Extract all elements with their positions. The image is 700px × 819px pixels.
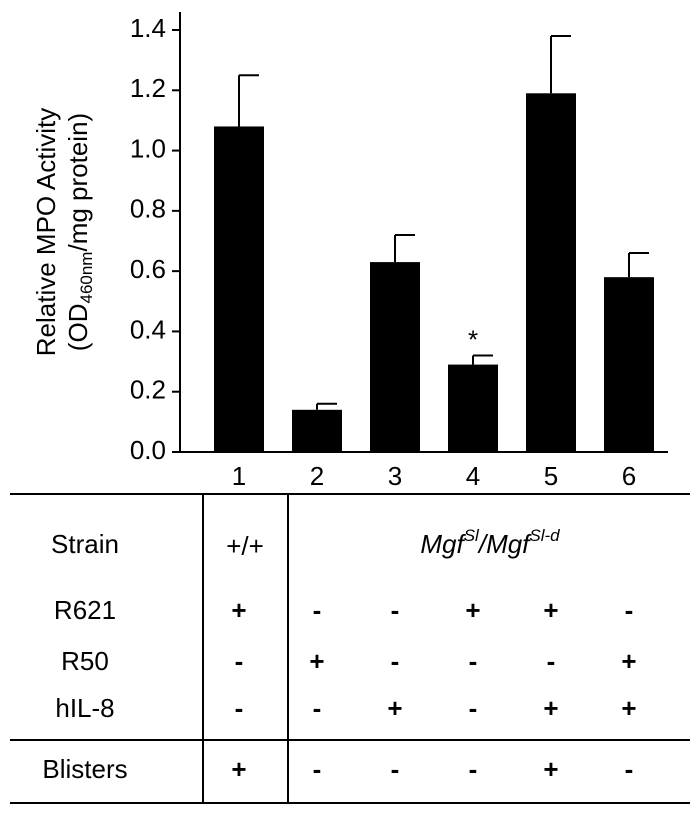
treatment-cell: - (391, 595, 400, 625)
treatment-cell: + (543, 754, 558, 784)
x-tick-label: 4 (466, 461, 480, 491)
y-label-line1: Relative MPO Activity (31, 108, 61, 357)
treatment-cell: + (465, 595, 480, 625)
treatment-cell: - (235, 693, 244, 723)
y-label-sub: 460nm (77, 252, 96, 304)
x-tick-label: 6 (622, 461, 636, 491)
treatment-cell: - (391, 646, 400, 676)
row-label: R621 (54, 595, 116, 625)
treatment-cell: - (313, 754, 322, 784)
y-tick-label: 0.2 (130, 375, 166, 405)
bar (448, 364, 498, 452)
annotation: * (468, 324, 478, 354)
gene: Mgf (420, 529, 466, 559)
treatment-cell: + (543, 595, 558, 625)
wild-type: +/+ (226, 531, 264, 561)
y-tick-label: 0.8 (130, 194, 166, 224)
treatment-cell: - (313, 693, 322, 723)
bar (526, 93, 576, 453)
allele: Sl-d (529, 526, 560, 545)
gene: Mgf (486, 529, 532, 559)
bar (370, 262, 420, 452)
y-tick-label: 1.0 (130, 133, 166, 163)
treatment-cell: - (625, 595, 634, 625)
treatment-cell: + (543, 693, 558, 723)
x-tick-label: 5 (544, 461, 558, 491)
separator: / (477, 529, 489, 559)
bar (214, 126, 264, 452)
treatment-cell: - (625, 754, 634, 784)
treatment-cell: + (231, 595, 246, 625)
mutant-strain: MgfSl/MgfSl-d (420, 526, 560, 558)
y-label-line2: (OD460nm/mg protein) (63, 113, 97, 351)
y-tick-label: 0.0 (130, 435, 166, 465)
treatment-cell: - (391, 754, 400, 784)
treatment-cell: - (469, 754, 478, 784)
treatment-cell: - (469, 693, 478, 723)
y-axis-label: Relative MPO Activity (OD460nm/mg protei… (31, 108, 97, 357)
row-label: hIL-8 (55, 693, 114, 723)
treatment-cell: - (235, 646, 244, 676)
y-tick-label: 1.4 (130, 13, 166, 43)
treatment-cell: + (621, 646, 636, 676)
y-tick-label: 0.6 (130, 254, 166, 284)
treatment-cell: - (469, 646, 478, 676)
treatment-cell: + (309, 646, 324, 676)
x-tick-label: 3 (388, 461, 402, 491)
allele: Sl (464, 526, 480, 545)
bar (292, 409, 342, 452)
y-tick-label: 1.2 (130, 73, 166, 103)
treatment-cell: - (547, 646, 556, 676)
treatment-cell: - (313, 595, 322, 625)
row-label: R50 (61, 646, 109, 676)
bar (604, 277, 654, 452)
treatment-cell: + (621, 693, 636, 723)
treatment-cell: + (231, 754, 246, 784)
y-tick-label: 0.4 (130, 314, 166, 344)
y-label-suffix: /mg protein) (63, 113, 93, 252)
row-label: Blisters (42, 754, 127, 784)
y-label-prefix: (OD (63, 304, 93, 352)
x-tick-label: 1 (232, 461, 246, 491)
treatment-cell: + (387, 693, 402, 723)
strain-label: Strain (51, 529, 119, 559)
x-tick-label: 2 (310, 461, 324, 491)
